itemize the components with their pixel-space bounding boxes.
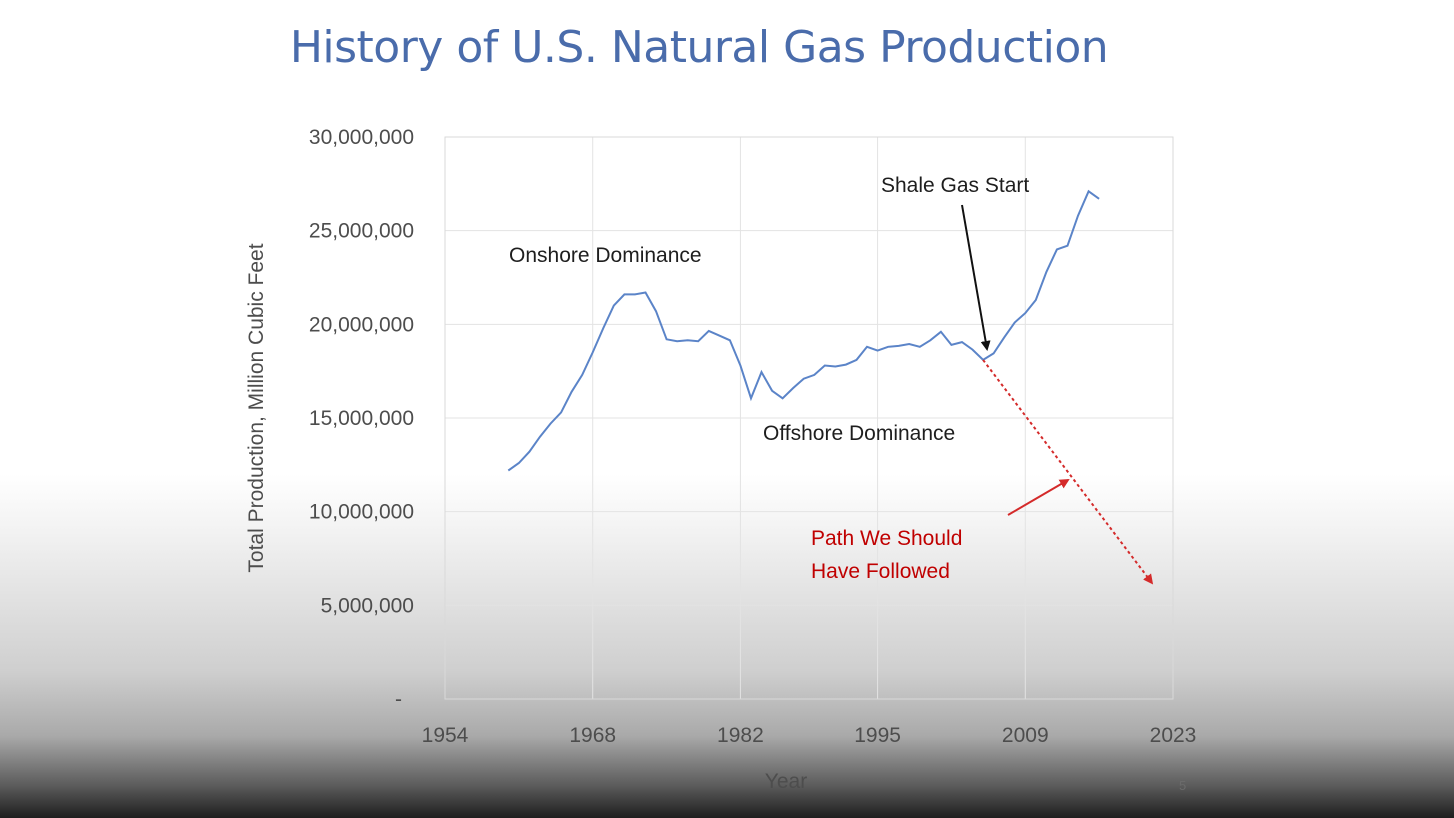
page-number: 5 (1179, 778, 1187, 793)
x-tick-label: 1982 (717, 724, 764, 747)
x-tick-label: 2009 (1002, 724, 1049, 747)
path-annotation-arrow (1007, 478, 1070, 516)
y-tick-label: 30,000,000 (309, 126, 414, 149)
x-axis-title: Year (765, 770, 807, 793)
shale-gas-arrow (961, 204, 991, 351)
y-tick-label: 25,000,000 (309, 220, 414, 243)
x-tick-label: 1954 (422, 724, 469, 747)
production-series-line (507, 189, 1100, 472)
y-tick-label: 10,000,000 (309, 501, 414, 524)
y-axis-ticks: - 5,000,000 10,000,000 15,000,000 20,000,000… (309, 126, 414, 711)
y-tick-label: 5,000,000 (321, 594, 414, 617)
x-tick-label: 1968 (569, 724, 616, 747)
annotation-path-line-2: Have Followed (811, 560, 950, 583)
plot-area-border (444, 136, 1174, 700)
x-axis-ticks: 1954 1968 1982 1995 2009 2023 (422, 724, 1197, 747)
y-axis-title: Total Production, Million Cubic Feet (245, 243, 268, 572)
y-tick-label: - (395, 688, 402, 711)
y-tick-label: 15,000,000 (309, 407, 414, 430)
y-tick-label: 20,000,000 (309, 313, 414, 336)
x-tick-label: 2023 (1150, 724, 1197, 747)
chart-gridlines (444, 136, 1174, 700)
projection-dotted-line (982, 359, 1154, 585)
annotation-onshore-dominance: Onshore Dominance (509, 244, 702, 267)
annotation-shale-gas-start: Shale Gas Start (881, 174, 1029, 197)
x-tick-label: 1995 (854, 724, 901, 747)
annotation-offshore-dominance: Offshore Dominance (763, 422, 955, 445)
slide-title: History of U.S. Natural Gas Production (289, 22, 1109, 73)
annotation-path-line-1: Path We Should (811, 527, 962, 550)
